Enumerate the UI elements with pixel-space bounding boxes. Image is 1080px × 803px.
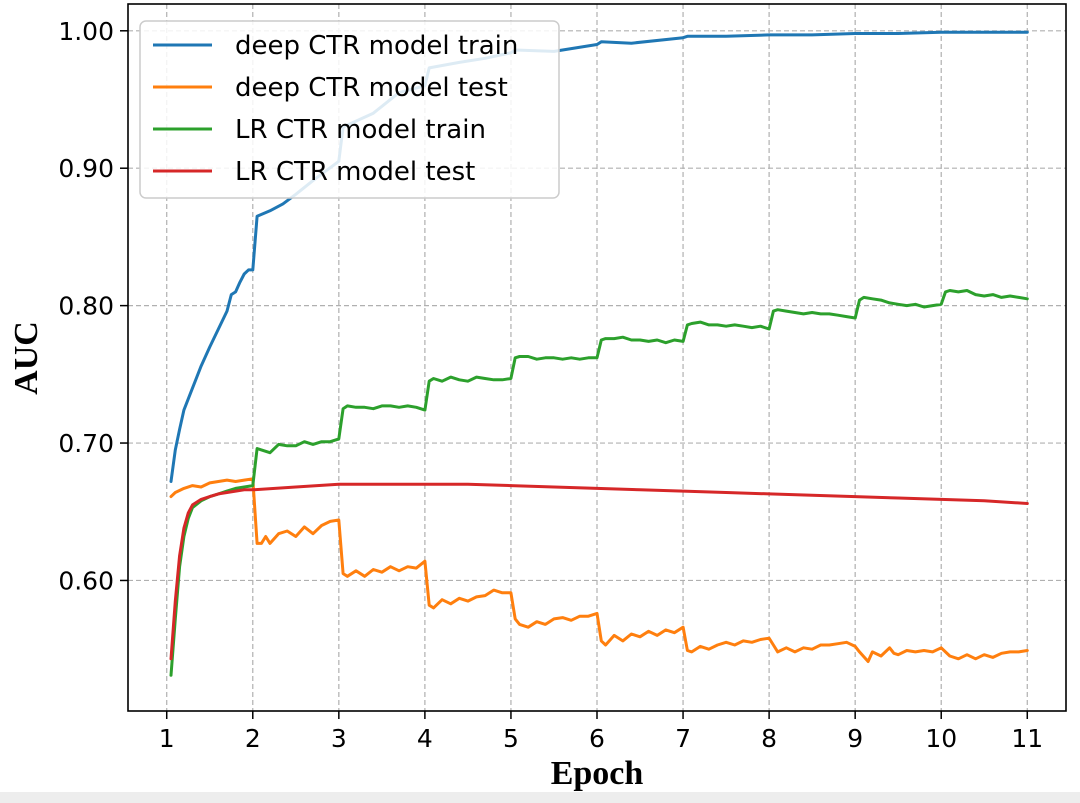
y-tick-label: 0.60 [58, 566, 114, 595]
x-tick-label: 5 [503, 724, 519, 753]
series-line-lr-train [169, 289, 1029, 677]
x-tick-label: 6 [589, 724, 605, 753]
x-tick-label: 3 [331, 724, 347, 753]
legend-label-deep-test: deep CTR model test [235, 73, 508, 103]
y-tick-label: 1.00 [58, 17, 114, 46]
grid [128, 4, 1066, 711]
x-axis-label: Epoch [551, 755, 644, 792]
x-tick-label: 1 [159, 724, 175, 753]
legend-label-lr-train: LR CTR model train [235, 115, 486, 145]
y-axis-ticks: 0.60 0.70 0.80 0.90 1.00 [58, 17, 128, 595]
series-line-lr-test [169, 482, 1029, 661]
x-tick-label: 9 [847, 724, 863, 753]
y-axis-label: AUC [8, 321, 45, 395]
legend-label-lr-test: LR CTR model test [235, 157, 475, 187]
x-tick-label: 4 [417, 724, 433, 753]
x-tick-label: 8 [761, 724, 777, 753]
legend-box [139, 20, 560, 199]
y-tick-label: 0.70 [58, 429, 114, 458]
y-tick-label: 0.90 [58, 154, 114, 183]
x-tick-label: 2 [245, 724, 261, 753]
x-tick-label: 7 [675, 724, 691, 753]
series-line-deep-test [169, 477, 1029, 663]
y-tick-label: 0.80 [58, 292, 114, 321]
x-tick-label: 11 [1011, 724, 1043, 753]
bottom-strip [0, 792, 1080, 803]
series-lines [169, 30, 1029, 677]
legend-label-deep-train: deep CTR model train [235, 31, 518, 61]
x-axis-ticks: 1 2 3 4 5 6 7 8 9 10 11 [159, 711, 1043, 753]
x-tick-label: 10 [925, 724, 957, 753]
legend: deep CTR model train deep CTR model test… [139, 20, 560, 199]
